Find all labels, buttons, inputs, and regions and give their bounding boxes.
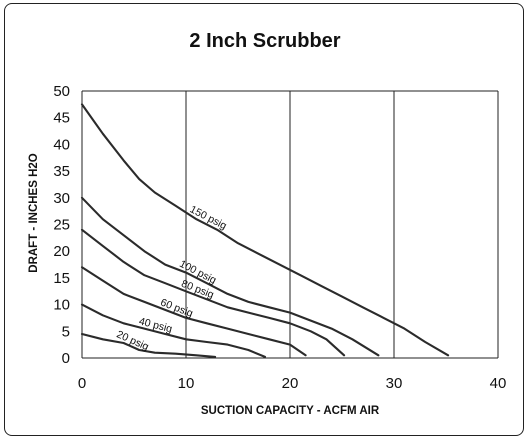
series-line	[80, 303, 267, 358]
y-tick-label: 25	[53, 217, 70, 234]
series-label: 60 psig	[159, 296, 195, 319]
series-layer	[80, 103, 450, 358]
y-tick-label: 15	[53, 270, 70, 287]
y-tick-label: 10	[53, 297, 70, 314]
y-tick-label: 0	[62, 350, 70, 367]
series-line	[80, 332, 217, 358]
x-tick-label: 30	[386, 375, 403, 392]
x-tick-label: 40	[490, 375, 507, 392]
x-axis-label: SUCTION CAPACITY - ACFM AIR	[201, 405, 380, 417]
y-tick-label: 20	[53, 243, 70, 260]
y-axis-label: DRAFT - INCHES H2O	[28, 153, 40, 273]
y-tick-label: 5	[62, 323, 70, 340]
x-tick-label: 0	[78, 375, 86, 392]
y-tick-label: 45	[53, 110, 70, 127]
tick-layer: 0 10 20 30 40 0 5 10 15 20 25 30 35 40 45 50	[53, 83, 506, 392]
series-label: 20 psig	[115, 328, 151, 353]
series-line	[80, 266, 307, 357]
y-tick-label: 35	[53, 163, 70, 180]
series-line	[80, 103, 450, 357]
x-tick-label: 10	[178, 375, 195, 392]
series-line	[80, 228, 346, 357]
grid-layer	[81, 90, 499, 359]
series-line	[80, 196, 380, 357]
chart-title: 2 Inch Scrubber	[189, 30, 340, 52]
x-tick-label: 20	[282, 375, 299, 392]
chart-frame	[4, 3, 524, 436]
y-tick-label: 30	[53, 190, 70, 207]
y-tick-label: 50	[53, 83, 70, 100]
y-tick-label: 40	[53, 136, 70, 153]
